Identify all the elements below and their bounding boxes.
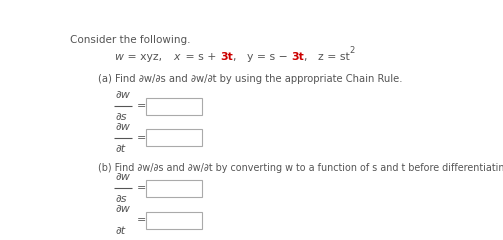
Text: $x$: $x$ xyxy=(173,53,182,62)
Text: ,   z = st: , z = st xyxy=(303,53,349,62)
Text: (b) Find ∂w/∂s and ∂w/∂t by converting w to a function of s and t before differe: (b) Find ∂w/∂s and ∂w/∂t by converting w… xyxy=(98,163,503,173)
Text: =: = xyxy=(137,101,146,111)
Bar xyxy=(145,180,202,197)
Text: $w$: $w$ xyxy=(114,53,124,62)
Text: = xyz,: = xyz, xyxy=(124,53,173,62)
Text: (a) Find ∂w/∂s and ∂w/∂t by using the appropriate Chain Rule.: (a) Find ∂w/∂s and ∂w/∂t by using the ap… xyxy=(98,74,402,84)
Bar xyxy=(145,129,202,146)
Text: =: = xyxy=(137,215,146,225)
Text: ∂s: ∂s xyxy=(116,112,127,122)
Text: = s +: = s + xyxy=(182,53,220,62)
Text: ,   y = s −: , y = s − xyxy=(232,53,291,62)
Text: =: = xyxy=(137,183,146,193)
Text: 2: 2 xyxy=(349,46,355,55)
Text: ∂s: ∂s xyxy=(116,194,127,204)
Text: Consider the following.: Consider the following. xyxy=(70,35,191,45)
Text: ∂t: ∂t xyxy=(116,226,126,236)
Text: ∂w: ∂w xyxy=(116,172,130,182)
Text: ∂w: ∂w xyxy=(116,90,130,100)
Text: 3t: 3t xyxy=(291,53,303,62)
Text: ∂t: ∂t xyxy=(116,144,126,154)
Text: =: = xyxy=(137,133,146,143)
Text: 3t: 3t xyxy=(220,53,232,62)
Bar xyxy=(145,97,202,114)
Bar xyxy=(145,212,202,228)
Text: ∂w: ∂w xyxy=(116,204,130,214)
Text: ∂w: ∂w xyxy=(116,122,130,132)
